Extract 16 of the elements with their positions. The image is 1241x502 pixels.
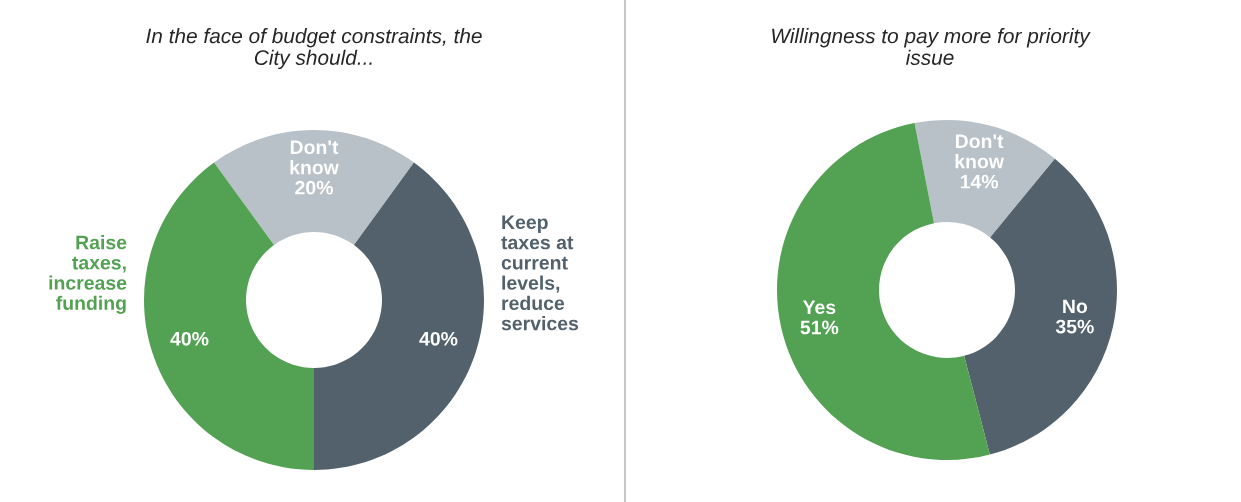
data-label: 40% bbox=[419, 331, 458, 346]
slice-label: Don't know bbox=[290, 140, 339, 175]
data-label: 35% bbox=[1055, 319, 1094, 334]
data-label: 40% bbox=[170, 331, 209, 346]
slice-label: No bbox=[1063, 299, 1088, 314]
slice-label: Raise taxes, increase funding bbox=[49, 235, 127, 314]
chart-title: Willingness to pay more for priority issue bbox=[772, 28, 1091, 65]
slice-label: Yes bbox=[802, 300, 836, 315]
donut-slice bbox=[214, 130, 414, 245]
data-label: 51% bbox=[800, 320, 839, 335]
chart-title: In the face of budget constraints, the City should... bbox=[146, 28, 482, 70]
data-label: 14% bbox=[960, 174, 999, 189]
donut-slice bbox=[914, 120, 1055, 238]
slice-label: Keep taxes at current levels, reduce services bbox=[501, 215, 579, 331]
slice-label: Don't know bbox=[955, 134, 1004, 169]
data-label: 20% bbox=[295, 180, 333, 195]
